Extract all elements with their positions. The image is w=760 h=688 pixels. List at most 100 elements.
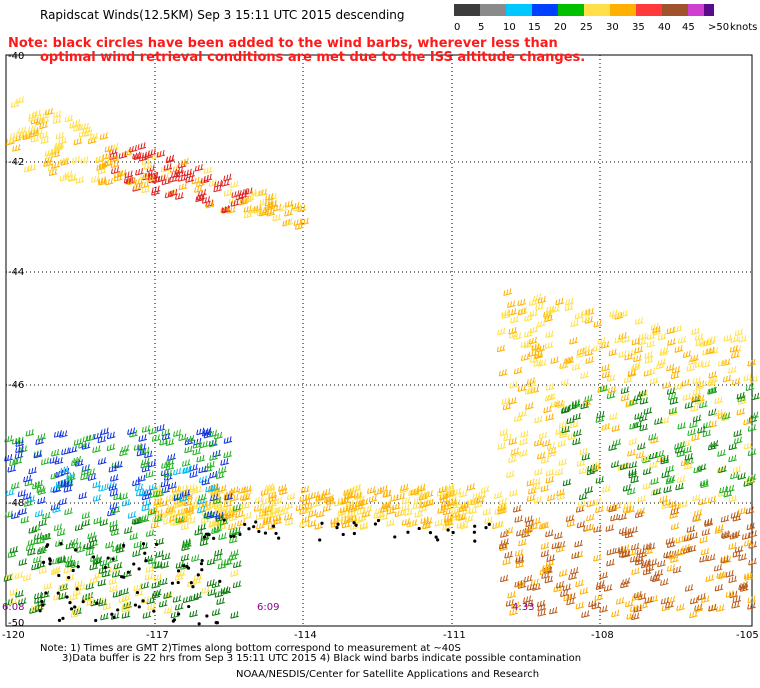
wind-barb [665,465,675,473]
quality-flag-circle [111,557,115,561]
wind-barb [42,511,51,520]
wind-barb [284,218,293,226]
wind-barb [733,436,743,445]
wind-barb [178,182,188,191]
wind-barb [193,573,203,581]
wind-barb [661,470,671,479]
quality-flag-circle [172,618,177,622]
wind-barb [198,493,207,501]
wind-barb [670,507,680,516]
wind-barb [508,326,518,335]
wind-barb [687,428,696,437]
wind-barb [228,553,238,561]
wind-barb [64,114,74,123]
wind-barb [545,558,555,567]
wind-barb [225,489,235,498]
wind-barb [85,582,95,590]
wind-barb [150,521,160,529]
wind-barb [655,450,665,458]
wind-barb [573,429,582,437]
wind-barb [502,557,512,566]
wind-barb [94,571,104,579]
wind-barb [576,459,586,467]
wind-barb [218,466,227,474]
wind-barb [98,161,108,170]
wind-barb [568,402,578,411]
wind-barb [691,393,700,402]
quality-flag-circle [473,524,477,528]
wind-barb [196,179,205,188]
wind-barb [196,454,205,463]
wind-barb [109,564,119,573]
wind-barb [172,467,182,476]
wind-barb [299,520,308,528]
wind-barb [67,473,76,482]
wind-barb [401,496,411,505]
wind-barb [671,502,681,511]
wind-barb [208,439,218,448]
footer-note-line2: 3)Data buffer is 22 hrs from Sep 3 15:11… [62,653,582,664]
quality-flag-circle [373,522,378,526]
wind-barb [9,131,19,140]
wind-barb [32,109,42,118]
wind-barb [606,391,616,400]
wind-barb [599,384,609,393]
wind-barb [297,204,306,213]
wind-barb [566,519,576,528]
wind-barb [239,493,249,501]
wind-barb [171,509,180,518]
wind-barb [642,482,652,490]
quality-flag-circle [112,615,116,619]
wind-barb [73,438,83,446]
wind-barb [718,571,727,580]
wind-barb [747,595,757,604]
wind-barb [638,337,647,346]
wind-barb [340,516,350,525]
wind-barb [602,484,611,493]
latitude-label: -48 [8,498,25,509]
wind-barb [53,593,62,601]
wind-barb [736,391,746,400]
wind-barb [89,576,99,584]
wind-barb [84,591,94,600]
wind-barb [524,386,534,395]
quality-flag-circle [199,562,204,566]
wind-barb [173,429,182,437]
wind-barb [554,399,564,408]
wind-barb [34,127,44,136]
wind-barb [669,408,678,417]
wind-barb [571,551,580,560]
wind-barb [748,530,758,538]
wind-barb [30,127,39,135]
wind-barb [228,513,238,522]
wind-barb [506,470,515,479]
wind-barb [140,515,150,523]
wind-barb [192,441,202,449]
wind-barb [191,554,200,562]
wind-barb [689,420,698,429]
quality-flag-circle [187,604,191,609]
wind-barb [638,332,648,340]
wind-barb [482,508,492,516]
wind-barb [259,206,269,214]
wind-barb [11,511,20,520]
quality-flag-circle [76,565,80,569]
wind-barb [723,489,733,498]
quality-flag-circle [271,524,276,528]
wind-barb [147,602,156,611]
wind-barb [141,185,150,194]
wind-barb [527,486,537,495]
colorbar-label: 10 [503,22,516,33]
wind-barb [214,590,224,598]
wind-barb [567,592,577,601]
wind-barb [346,503,355,512]
wind-barb [684,584,694,592]
wind-barb [584,394,593,403]
quality-flag-circle [137,567,141,571]
wind-barb [522,527,532,535]
wind-barb [39,111,49,120]
wind-barb [544,575,554,584]
wind-barb [375,506,384,515]
wind-barb [23,164,33,173]
wind-barb [609,412,618,421]
